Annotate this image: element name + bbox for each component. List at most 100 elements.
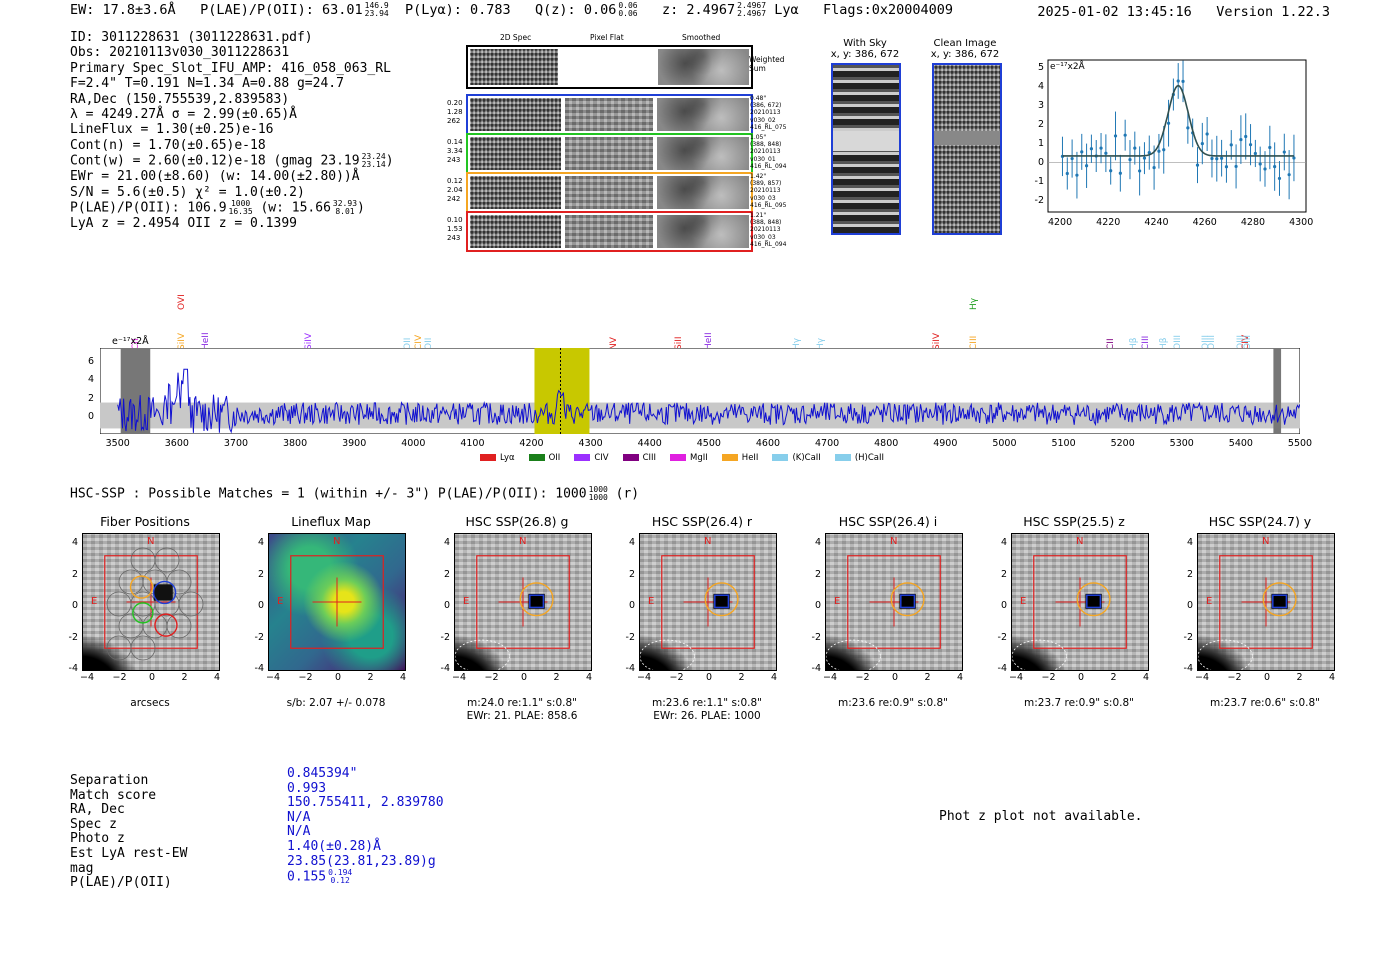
spec2d-col-title-1: Pixel Flat (590, 33, 624, 42)
match-plae-hi: 0.194 (328, 868, 353, 878)
zoom-point (1229, 143, 1233, 147)
spec2d-row-left-label: 262 (447, 117, 461, 125)
hsc-overlay (455, 555, 570, 670)
header-z-lo: 2.4967 (737, 9, 767, 18)
info-lyaz: LyA z = 2.4954 OII z = 0.1399 (70, 216, 297, 232)
legend-label: CIII (642, 452, 657, 463)
source-blob (1271, 593, 1288, 609)
spec2d-row-right-labels: 1.05" (388, 848) 20210113 v030_01 416_RL_094 (750, 134, 786, 170)
legend-item: (K)CaII (772, 453, 821, 463)
emission-line-label: CII (1106, 320, 1118, 350)
hsc-overlay (1012, 555, 1127, 670)
full-x-tick: 3600 (164, 438, 189, 449)
emission-line-label: SiIV (304, 320, 316, 350)
match-ellipse (890, 582, 925, 617)
zoom-point (1070, 156, 1074, 161)
hsc-y-tick: 0 (814, 600, 821, 611)
zoom-point (1152, 166, 1156, 170)
zoom-point (1186, 126, 1190, 130)
fiber-circle (130, 547, 156, 573)
zoom-point (1157, 149, 1161, 153)
full-spectrum-unit: e⁻¹⁷x2Å (112, 336, 149, 347)
match-ellipse (1262, 582, 1297, 617)
neighbor-ellipse (640, 639, 695, 670)
hsc-panel-title: HSC SSP(25.5) z (1023, 514, 1125, 529)
zoom-point (1181, 79, 1185, 83)
source-blob (713, 593, 730, 609)
header-datetime: 2025-01-02 13:45:16 (1037, 4, 1192, 20)
hsc-y-tick: -4 (1183, 663, 1193, 674)
hsc-y-tick: -4 (997, 663, 1007, 674)
spec2d-row (466, 211, 753, 252)
zoom-x-tick: 4220 (1096, 217, 1121, 228)
match-label: Est LyA rest-EW (70, 845, 188, 861)
full-y-tick: 0 (87, 411, 94, 423)
emission-line-label: NV (609, 320, 621, 350)
zoom-x-tick: 4260 (1192, 217, 1217, 228)
hsc-overlay (1198, 555, 1313, 670)
hsc-title-lo: 1000 (588, 493, 608, 502)
spec2d-row-right-label: 1.21" (750, 212, 767, 219)
header-qz: Q(z): 0.06 (535, 2, 617, 18)
zoom-point (1133, 146, 1137, 150)
hsc-panel-caption2: EWr: 26. PLAE: 1000 (653, 710, 761, 722)
zoom-point (1205, 132, 1209, 136)
hsc-panel-caption: m:24.0 re:1.1" s:0.8" (467, 697, 577, 709)
spec2d-row-left-label: 242 (447, 195, 461, 203)
zoom-y-tick: 0 (1037, 156, 1044, 168)
spec2d-row-right-label: 1.42" (750, 173, 767, 180)
full-x-tick: 3900 (342, 438, 367, 449)
hsc-title-hi: 1000 (588, 485, 608, 494)
emission-line-label: OIII (1173, 320, 1185, 350)
hsc-y-tick: 0 (443, 600, 450, 611)
info-block: ID: 3011228631 (3011228631.pdf) Obs: 202… (70, 30, 394, 231)
hsc-x-tick: 4 (585, 672, 593, 683)
info-contn: Cont(n) = 1.70(±0.65)e-18 (70, 137, 266, 153)
emission-line-label: SiIV (932, 320, 944, 350)
header-qz-lo: 0.06 (618, 9, 638, 18)
aperture-box (661, 555, 755, 649)
phot-z-message: Phot z plot not available. (939, 809, 1143, 824)
zoom-point (1253, 151, 1257, 156)
source-blob (1085, 593, 1102, 609)
spec2d-row-smoothed (657, 98, 749, 131)
compass-east: E (277, 596, 284, 607)
full-x-tick: 4000 (401, 438, 426, 449)
info-contw-text: Cont(w) = 2.60(±0.12)e-18 (gmag 23.19 (70, 153, 360, 169)
aperture-box (1033, 555, 1127, 649)
emission-line-label: CIII (1141, 320, 1153, 350)
fiber-circle (166, 613, 192, 639)
hsc-x-tick: −2 (112, 672, 127, 683)
hsc-y-tick: 2 (1186, 568, 1193, 580)
line-legend: Lyα OII CIV CIII MgII HeII (K)CaII (H)CaII (480, 447, 898, 463)
zoom-y-tick: -1 (1034, 175, 1044, 187)
zoom-point (1234, 164, 1238, 169)
emission-line-label: Hβ (1159, 320, 1171, 350)
spec2d-row-right-label: v030_03 (750, 233, 776, 241)
hsc-y-tick: 2 (257, 568, 264, 580)
match-value: N/A (287, 825, 444, 840)
hsc-y-tick: 0 (1000, 600, 1007, 611)
info-sn: S/N = 5.6(±0.5) χ² = 1.0(±0.2) (70, 184, 305, 200)
spec2d-row-flat (565, 176, 653, 209)
spec2d-row-right-label: 416_RL_094 (750, 240, 787, 248)
header-version: Version 1.22.3 (1216, 4, 1330, 20)
hsc-x-tick: −4 (1008, 672, 1023, 683)
compass-north: N (1262, 536, 1270, 547)
emission-line-name: Hγ (969, 297, 980, 310)
legend-swatch (772, 453, 789, 461)
legend-item: (H)CaII (834, 452, 884, 463)
hsc-x-tick: −4 (79, 672, 94, 683)
spec2d-row-left-label: 1.28 (447, 108, 463, 116)
hsc-y-tick: -2 (811, 631, 821, 643)
compass-north: N (519, 536, 527, 547)
hsc-x-tick: 2 (924, 672, 931, 683)
zoom-point (1263, 167, 1267, 171)
full-x-tick: 4900 (933, 438, 958, 449)
zoom-point (1138, 169, 1142, 173)
spec2d-row-left-label: 243 (447, 156, 461, 164)
zoom-point (1123, 133, 1127, 137)
legend-label: (H)CaII (854, 452, 884, 463)
spec2d-row-right-label: 20210113 (750, 187, 781, 195)
